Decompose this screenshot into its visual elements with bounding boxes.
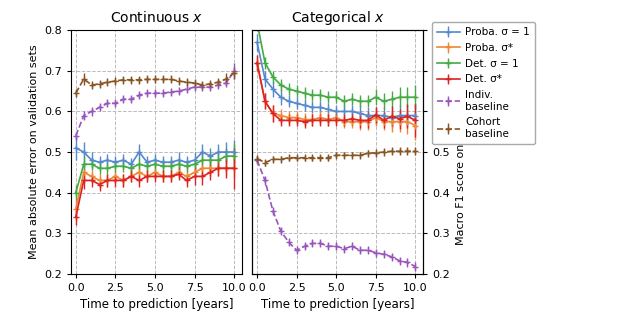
Legend: Proba. σ = 1, Proba. σ*, Det. σ = 1, Det. σ*, Indiv.
baseline, Cohort
baseline: Proba. σ = 1, Proba. σ*, Det. σ = 1, Det… [431,22,535,144]
Title: Continuous $x$: Continuous $x$ [110,10,203,25]
Y-axis label: Mean absolute error on validation sets: Mean absolute error on validation sets [28,45,39,259]
X-axis label: Time to prediction [years]: Time to prediction [years] [80,298,234,311]
Y-axis label: Macro F1 score on validation sets: Macro F1 score on validation sets [455,59,466,245]
X-axis label: Time to prediction [years]: Time to prediction [years] [261,298,415,311]
Title: Categorical $x$: Categorical $x$ [291,9,384,27]
